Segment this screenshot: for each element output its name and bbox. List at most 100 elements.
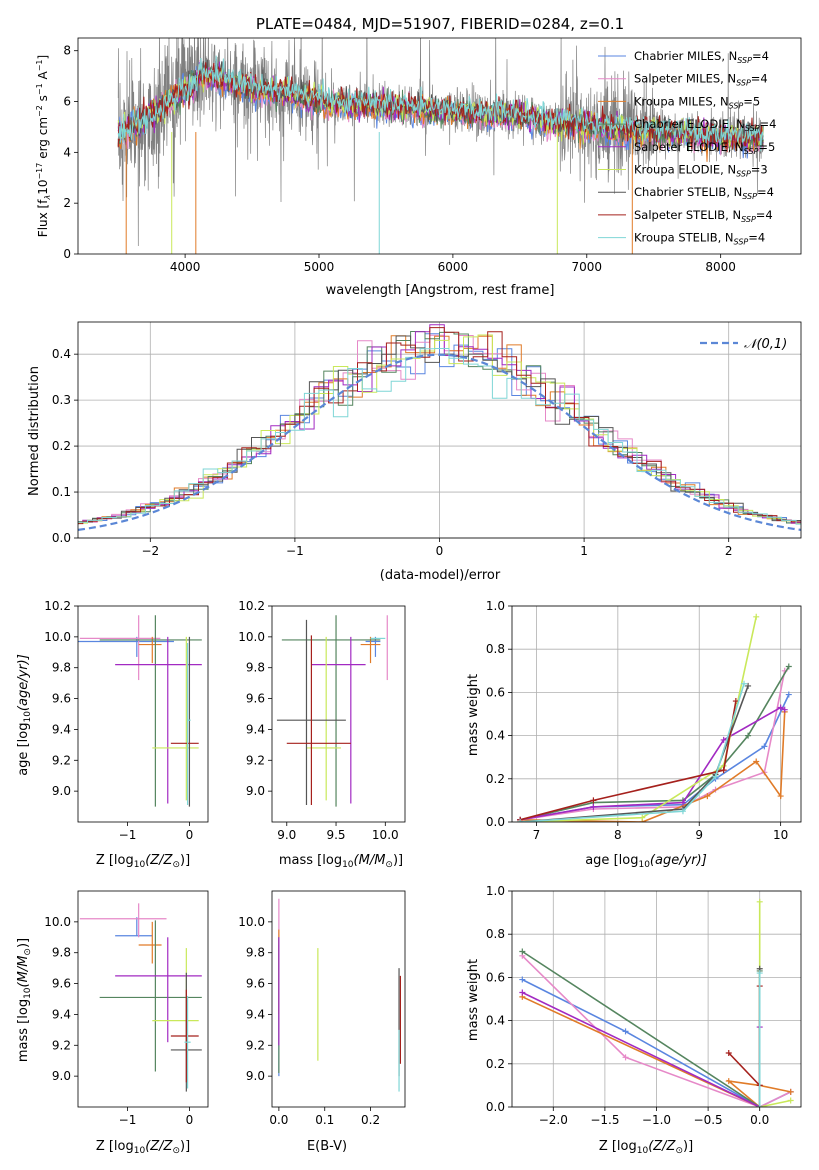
y-tick-label: 0.1 — [52, 485, 71, 499]
y-tick-label: 8 — [63, 44, 71, 58]
y-tick-label: 0.8 — [486, 927, 505, 941]
weight-z-marker — [622, 1054, 629, 1061]
weight-z-line — [758, 901, 791, 1107]
weight-age-marker — [777, 704, 784, 711]
x-tick-label: −1.0 — [642, 1113, 671, 1127]
x-tick-label: −1 — [119, 828, 137, 842]
y-tick-label: 9.8 — [246, 946, 265, 960]
weight-age-marker — [639, 814, 646, 821]
y-tick-label: 0.8 — [486, 642, 505, 656]
y-tick-label: 0.2 — [486, 1057, 505, 1071]
age-vs-z-xlabel: Z [log10(Z/Z⊙)] — [96, 853, 190, 870]
y-tick-label: 0.4 — [486, 1014, 505, 1028]
y-tick-label: 0.0 — [486, 1100, 505, 1114]
x-tick-label: 8 — [614, 828, 622, 842]
x-tick-label: 9.0 — [277, 828, 296, 842]
weight-z-marker — [756, 898, 763, 905]
weight-z-marker — [519, 948, 526, 955]
y-tick-label: 1.0 — [486, 884, 505, 898]
residuals-ylabel: Normed distribution — [27, 366, 42, 496]
y-tick-label: 9.0 — [246, 784, 265, 798]
x-tick-label: −2 — [141, 544, 159, 558]
x-tick-label: 10 — [773, 828, 788, 842]
y-tick-label: 9.8 — [246, 661, 265, 675]
weight-vs-age-xlabel: age [log10(age/yr)] — [585, 853, 707, 870]
x-tick-label: 0 — [186, 828, 194, 842]
weight-age-marker — [720, 767, 727, 774]
weight-z-marker — [725, 1078, 732, 1085]
y-tick-label: 10.2 — [44, 599, 71, 613]
axes-frame — [271, 605, 406, 823]
axes-frame — [77, 37, 802, 255]
weight-age-line — [519, 670, 786, 821]
axes-frame — [77, 890, 209, 1108]
legend-entry: Chabrier STELIB, NSSP=4 — [634, 185, 774, 201]
residual-histogram — [78, 348, 801, 525]
weight-age-marker — [777, 793, 784, 800]
y-tick-label: 0.0 — [52, 531, 71, 545]
weight-age-marker — [785, 663, 792, 670]
age-vs-z-panel: −1 0 9.0 9.2 9.4 9.6 9.8 10.0 10.2 — [44, 599, 209, 842]
weight-z-marker — [519, 976, 526, 983]
spectrum-panel: 4000 5000 6000 7000 8000 0 2 4 6 8 Chabrier MILES,… — [63, 37, 802, 274]
y-tick-label: 9.6 — [246, 977, 265, 991]
weight-age-marker — [753, 613, 760, 620]
y-tick-label: 9.2 — [246, 753, 265, 767]
y-tick-label: 9.0 — [52, 1069, 71, 1083]
x-tick-label: 8000 — [705, 260, 736, 274]
y-tick-label: 9.6 — [52, 692, 71, 706]
legend-entry: Chabrier ELODIE, NSSP=4 — [634, 117, 776, 133]
weight-age-line — [520, 683, 745, 822]
x-tick-label: 6000 — [438, 260, 469, 274]
y-tick-label: 0.3 — [52, 393, 71, 407]
weight-z-marker — [787, 1097, 794, 1104]
y-tick-label: 10.0 — [238, 915, 265, 929]
weight-vs-z-ylabel: mass weight — [466, 959, 481, 1041]
x-tick-label: 1 — [580, 544, 588, 558]
y-tick-label: 0.2 — [52, 439, 71, 453]
age-vs-z-ylabel: age [log10(age/yr)] — [16, 654, 33, 776]
weight-z-line — [521, 955, 792, 1107]
y-tick-label: 1.0 — [486, 599, 505, 613]
weight-age-marker — [712, 773, 719, 780]
x-tick-label: −1 — [286, 544, 304, 558]
legend-entry: Salpeter MILES, NSSP=4 — [634, 72, 768, 88]
y-tick-label: 10.2 — [238, 599, 265, 613]
y-tick-label: 0.6 — [486, 685, 505, 699]
x-tick-label: 0.2 — [361, 1113, 380, 1127]
weight-z-marker — [622, 1028, 629, 1035]
x-tick-label: −2.0 — [539, 1113, 568, 1127]
x-tick-label: −1 — [119, 1113, 137, 1127]
axes-frame — [511, 605, 802, 823]
weight-age-marker — [753, 758, 760, 765]
y-tick-label: 0.4 — [486, 729, 505, 743]
age-vs-mass-panel: 9.0 9.5 10.0 9.0 9.2 9.4 9.6 9.8 10.0 10.2 — [238, 599, 406, 842]
weight-age-marker — [704, 793, 711, 800]
axes-frame — [77, 605, 209, 823]
weight-age-line — [519, 700, 737, 821]
weight-vs-age-ylabel: mass weight — [466, 674, 481, 756]
x-tick-label: 7000 — [572, 260, 603, 274]
mass-vs-z-xlabel: Z [log10(Z/Z⊙)] — [96, 1139, 190, 1156]
y-tick-label: 9.4 — [52, 722, 71, 736]
weight-z-line — [521, 950, 761, 1107]
legend-entry: Salpeter STELIB, NSSP=4 — [634, 208, 773, 224]
legend-entry: Kroupa ELODIE, NSSP=3 — [634, 163, 768, 179]
weight-vs-age-panel: 7 8 9 10 0.0 0.2 0.4 0.6 0.8 1.0 — [486, 599, 802, 842]
weight-z-marker — [787, 1088, 794, 1095]
x-tick-label: 0.1 — [315, 1113, 334, 1127]
weight-z-line — [728, 986, 761, 1088]
y-tick-label: 10.0 — [44, 630, 71, 644]
weight-age-marker — [745, 682, 752, 689]
y-tick-label: 9.6 — [52, 977, 71, 991]
mass-vs-z-panel: −1 0 9.0 9.2 9.4 9.6 9.8 10.0 — [44, 890, 209, 1127]
y-tick-label: 9.4 — [246, 1007, 265, 1021]
weight-age-marker — [781, 706, 788, 713]
y-tick-label: 0 — [63, 247, 71, 261]
y-tick-label: 9.6 — [246, 692, 265, 706]
spectrum-xlabel: wavelength [Angstrom, rest frame] — [326, 283, 555, 298]
normal-curve — [78, 353, 801, 531]
spectrum-ylabel: Flux [fλ10−17 erg cm−2 s−1 A−1] — [35, 55, 52, 237]
y-tick-label: 10.0 — [238, 630, 265, 644]
legend-entry: Chabrier MILES, NSSP=4 — [634, 49, 769, 65]
